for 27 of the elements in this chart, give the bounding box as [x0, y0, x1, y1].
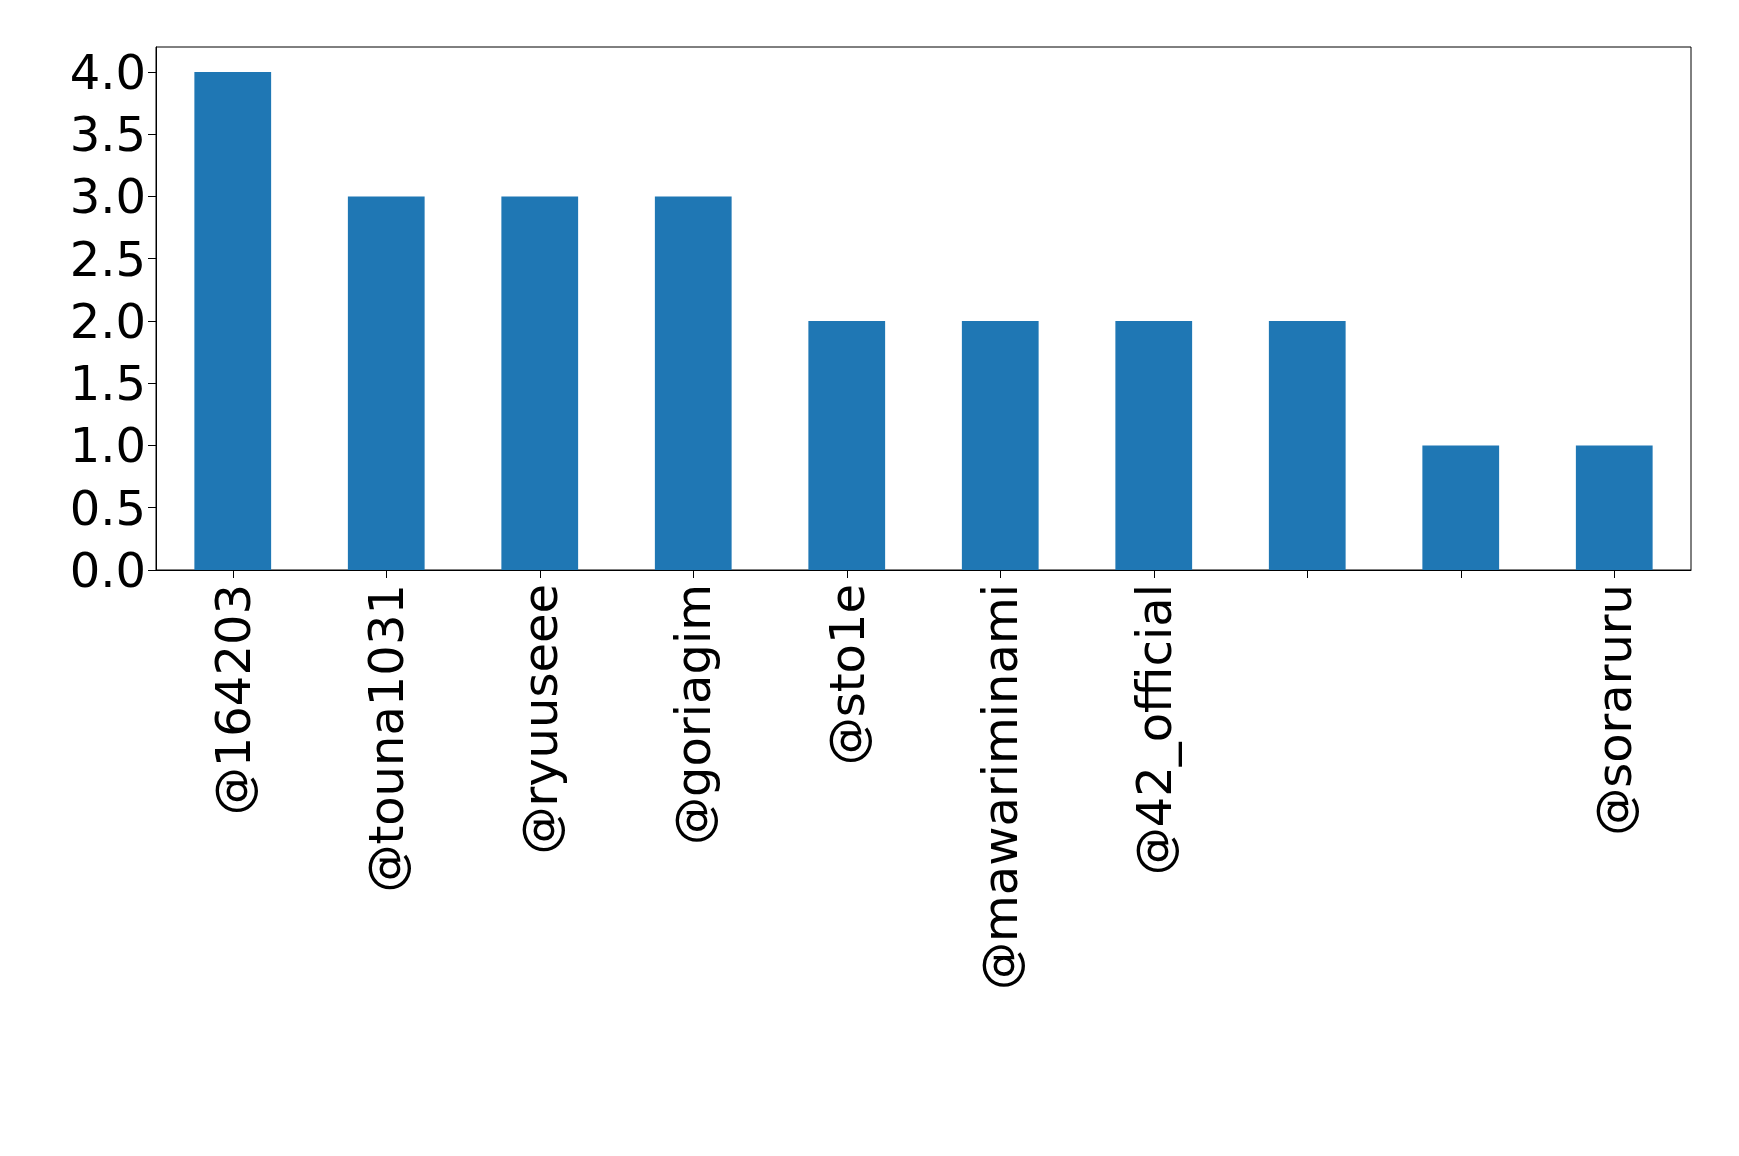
y-tick-label: 0.0	[69, 542, 146, 598]
bar	[1115, 320, 1193, 570]
x-tick-label: @goriagim	[665, 584, 722, 845]
y-tick-label: 2.0	[69, 292, 146, 349]
y-tick-label: 1.5	[69, 355, 146, 412]
x-tick-label: @soraruru	[1586, 584, 1643, 836]
bar	[1422, 445, 1500, 570]
bar	[654, 196, 732, 570]
x-tick-label: @sto1e	[818, 584, 875, 766]
bar	[347, 196, 425, 570]
bar	[194, 71, 272, 570]
bar	[1575, 445, 1653, 570]
y-tick-label: 1.0	[69, 417, 146, 474]
x-tick-label: @mawariminami	[972, 584, 1029, 990]
bar	[961, 320, 1039, 570]
y-tick-label: 3.5	[69, 106, 146, 163]
bar	[1268, 320, 1346, 570]
x-tick-label: @164203	[204, 584, 261, 816]
y-tick-label: 3.0	[69, 168, 146, 225]
y-tick-label: 0.5	[69, 479, 146, 536]
bar	[501, 196, 579, 570]
bar	[808, 320, 886, 570]
x-tick-label: @ryuuseee	[511, 584, 568, 855]
y-tick-label: 4.0	[69, 43, 146, 100]
y-tick-label: 2.5	[69, 230, 146, 287]
x-tick-label: @42_official	[1125, 584, 1182, 876]
x-tick-label: @touna1031	[358, 584, 415, 893]
